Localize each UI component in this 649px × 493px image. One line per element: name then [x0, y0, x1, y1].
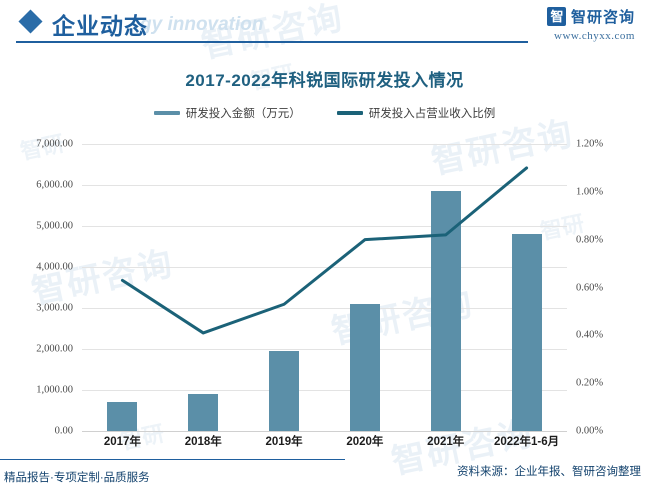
chart-card: 2017-2022年科锐国际研发投入情况 研发投入金额（万元） 研发投入占营业收…	[10, 50, 639, 449]
bar[interactable]	[269, 351, 300, 431]
legend-label-line: 研发投入占营业收入比例	[368, 108, 496, 120]
y-tick-left: 0.00	[54, 425, 73, 437]
page-header: gy innovation 企业动态 智 智研咨询 www.chyxx.com	[0, 0, 649, 46]
x-tick-label: 2017年	[103, 436, 141, 448]
gridline	[82, 431, 567, 432]
header-category-label: 企业动态	[52, 13, 148, 39]
gridline	[82, 144, 567, 145]
plot-area: 0.00 1,000.00 2,000.00 3,000.00 4,000.00 5,00…	[10, 133, 639, 449]
y-tick-left: 4,000.00	[36, 261, 73, 273]
gridline	[82, 349, 567, 350]
bar-cell	[486, 144, 567, 431]
gridline	[82, 390, 567, 391]
legend-swatch-line	[336, 111, 363, 115]
diamond-icon	[18, 9, 43, 34]
legend-item-bar[interactable]: 研发投入金额（万元）	[153, 105, 301, 121]
bar-cell	[324, 144, 405, 431]
y-tick-left: 5,000.00	[36, 220, 73, 232]
y-tick-left: 3,000.00	[36, 302, 73, 314]
brand-block: 智 智研咨询 www.chyxx.com	[546, 6, 635, 42]
plot-canvas: 0.00 1,000.00 2,000.00 3,000.00 4,000.00 5,00…	[36, 139, 603, 437]
bar-cell	[163, 144, 244, 431]
bar[interactable]	[430, 191, 461, 431]
bar[interactable]	[349, 303, 380, 431]
header-ghost-text: gy innovation	[140, 14, 264, 35]
line-series	[82, 144, 567, 431]
x-tick-label: 2019年	[265, 436, 303, 448]
legend-item-line[interactable]: 研发投入占营业收入比例	[336, 105, 496, 121]
y-tick-left: 2,000.00	[36, 343, 73, 355]
gridline	[82, 308, 567, 309]
x-tick-label: 2021年	[427, 436, 465, 448]
footer-divider	[0, 459, 345, 460]
footer-source: 资料来源：企业年报、智研咨询整理	[457, 466, 641, 478]
x-axis-ticks: 2017年 2018年 2019年 2020年 2021年 2022年1-6月	[82, 433, 567, 449]
y-tick-right: 1.20%	[576, 138, 604, 150]
bar[interactable]	[511, 234, 542, 431]
y-tick-left: 7,000.00	[36, 138, 73, 150]
bar[interactable]	[188, 394, 219, 431]
gridline	[82, 185, 567, 186]
y-tick-right: 0.60%	[576, 282, 604, 293]
x-tick-label: 2020年	[346, 436, 384, 448]
legend-label-bar: 研发投入金额（万元）	[185, 108, 301, 120]
bar-cell	[82, 144, 163, 431]
bar-series	[82, 144, 567, 431]
header-divider	[16, 41, 528, 43]
x-tick-label: 2018年	[184, 436, 222, 448]
footer-tagline: 精品报告·专项定制·品质服务	[4, 472, 150, 484]
brand-logo-icon: 智	[546, 7, 566, 26]
y-tick-right: 0.20%	[576, 377, 604, 389]
chart-legend: 研发投入金额（万元） 研发投入占营业收入比例	[10, 105, 639, 121]
y-tick-left: 1,000.00	[36, 384, 73, 396]
legend-swatch-bar	[153, 111, 180, 115]
page-footer: 精品报告·专项定制·品质服务 资料来源：企业年报、智研咨询整理	[0, 449, 649, 493]
y-tick-left: 6,000.00	[36, 179, 73, 191]
gridline	[82, 267, 567, 268]
brand-url: www.chyxx.com	[554, 30, 635, 42]
brand-name: 智研咨询	[570, 9, 635, 26]
line-path	[122, 168, 526, 333]
bar-cell	[244, 144, 325, 431]
y-tick-right: 0.80%	[576, 234, 604, 246]
y-tick-right: 0.00%	[576, 425, 604, 437]
bar[interactable]	[107, 402, 138, 431]
bar-cell	[405, 144, 486, 431]
x-tick-label: 2022年1-6月	[493, 436, 560, 448]
y-tick-right: 1.00%	[576, 186, 604, 198]
y-tick-right: 0.40%	[576, 329, 604, 341]
chart-title: 2017-2022年科锐国际研发投入情况	[185, 71, 464, 90]
gridline	[82, 226, 567, 227]
